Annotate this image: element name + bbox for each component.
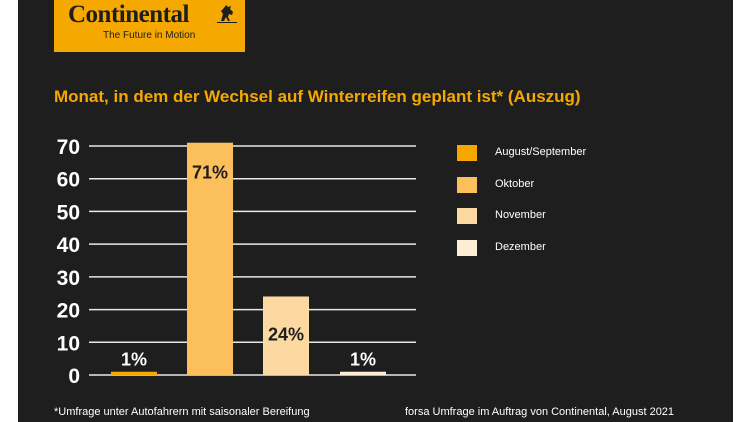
footnote: *Umfrage unter Autofahrern mit saisonale… (54, 406, 310, 418)
y-tick-label: 30 (57, 267, 80, 290)
y-tick-label: 50 (57, 201, 80, 224)
data-label: 1% (350, 350, 376, 370)
data-label: 71% (192, 163, 228, 183)
source-note: forsa Umfrage im Auftrag von Continental… (405, 406, 675, 418)
legend-swatch (457, 239, 477, 256)
legend-label: August/September (495, 146, 587, 158)
legend-label: November (495, 209, 546, 221)
y-tick-label: 70 (57, 136, 80, 159)
logo-tagline: The Future in Motion (103, 30, 196, 41)
continental-logo: Continental The Future in Motion (54, 0, 245, 52)
y-tick-label: 0 (68, 365, 80, 388)
bar-dezember (340, 371, 386, 375)
logo-wordmark: Continental (68, 1, 189, 28)
y-tick-label: 40 (57, 234, 80, 257)
y-tick-label: 20 (57, 300, 80, 323)
data-label: 24% (268, 324, 304, 344)
chart-title: Monat, in dem der Wechsel auf Winterreif… (54, 87, 581, 106)
y-tick-label: 60 (57, 169, 80, 192)
horse-icon (217, 5, 237, 23)
legend-swatch (457, 145, 477, 161)
y-tick-label: 10 (57, 332, 80, 355)
bar-oktober (187, 142, 233, 375)
bar-august-september (111, 371, 157, 375)
legend-label: Dezember (495, 240, 546, 253)
data-label: 1% (121, 350, 147, 370)
legend-label: Oktober (495, 177, 535, 190)
legend-swatch (457, 176, 477, 193)
legend-swatch (457, 208, 477, 224)
bar-november (263, 296, 309, 375)
